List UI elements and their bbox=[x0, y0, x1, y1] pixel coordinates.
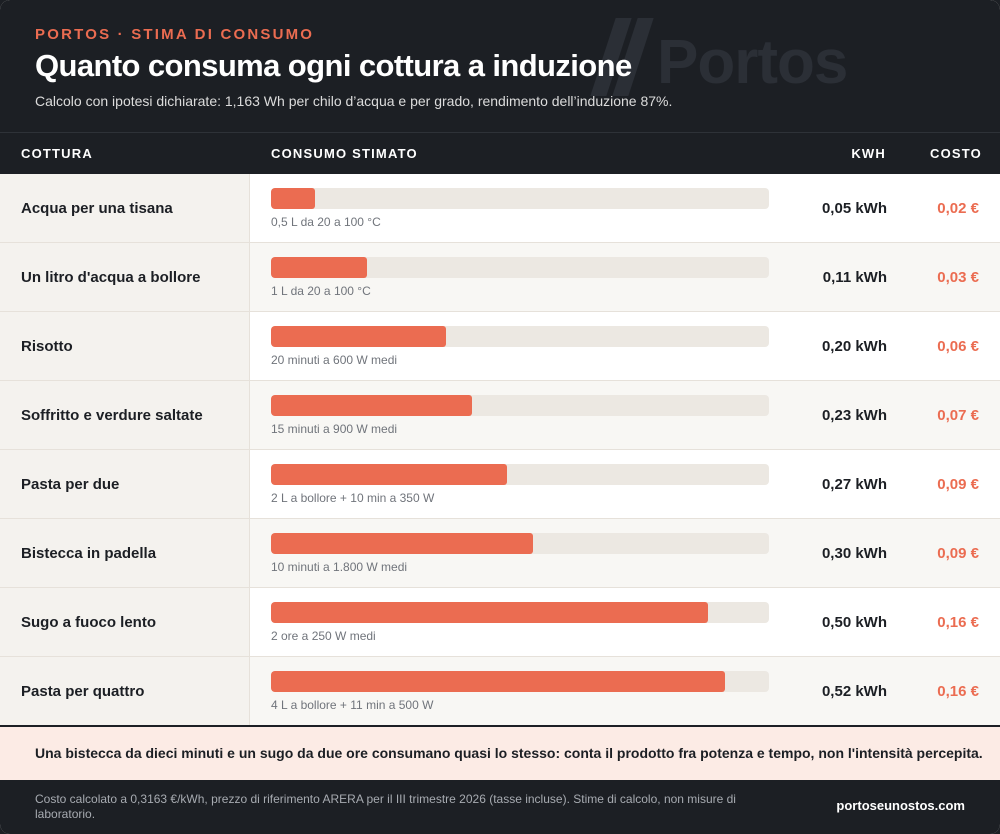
data-label-cost: 0,03 € bbox=[937, 269, 979, 286]
row-label: Soffritto e verdure saltate bbox=[21, 407, 203, 424]
row-label: Bistecca in padella bbox=[21, 545, 157, 562]
bar-track bbox=[271, 671, 769, 692]
footer: Costo calcolato a 0,3163 €/kWh, prezzo d… bbox=[0, 780, 1000, 834]
data-label-cost: 0,07 € bbox=[937, 407, 979, 424]
row-label-cell: Bistecca in padella bbox=[0, 519, 250, 587]
column-header-costo: COSTO bbox=[930, 146, 982, 161]
row-label: Pasta per quattro bbox=[21, 683, 145, 700]
table-row: Pasta per due 2 L a bollore + 10 min a 35… bbox=[0, 450, 1000, 519]
row-label-cell: Pasta per due bbox=[0, 450, 250, 518]
row-note: 2 L a bollore + 10 min a 350 W bbox=[271, 491, 435, 505]
row-label-cell: Acqua per una tisana bbox=[0, 174, 250, 242]
kicker: PORTOS · STIMA DI CONSUMO bbox=[35, 26, 315, 43]
row-label-cell: Un litro d'acqua a bollore bbox=[0, 243, 250, 311]
data-label-kwh: 0,52 kWh bbox=[821, 683, 887, 700]
data-label-cost: 0,16 € bbox=[937, 683, 979, 700]
bar-track bbox=[271, 257, 769, 278]
row-label: Un litro d'acqua a bollore bbox=[21, 269, 201, 286]
footer-site-link[interactable]: portoseunostos.com bbox=[836, 798, 965, 813]
portos-watermark-logo: Portos bbox=[590, 18, 885, 98]
column-header-consumo: CONSUMO STIMATO bbox=[271, 146, 418, 161]
table-row: Pasta per quattro 4 L a bollore + 11 min … bbox=[0, 657, 1000, 726]
bar-track bbox=[271, 464, 769, 485]
table-row: Risotto 20 minuti a 600 W medi 0,20 kWh 0,0… bbox=[0, 312, 1000, 381]
data-label-cost: 0,09 € bbox=[937, 545, 979, 562]
data-label-kwh: 0,27 kWh bbox=[821, 476, 887, 493]
row-label: Pasta per due bbox=[21, 476, 120, 493]
table-row: Un litro d'acqua a bollore 1 L da 20 a 10… bbox=[0, 243, 1000, 312]
row-note: 2 ore a 250 W medi bbox=[271, 629, 376, 643]
row-label-cell: Sugo a fuoco lento bbox=[0, 588, 250, 656]
row-note: 4 L a bollore + 11 min a 500 W bbox=[271, 698, 434, 712]
callout-text: Una bistecca da dieci minuti e un sugo d… bbox=[35, 745, 983, 761]
table-row: Soffritto e verdure saltate 15 minuti a 9… bbox=[0, 381, 1000, 450]
bar bbox=[271, 395, 472, 416]
row-label: Acqua per una tisana bbox=[21, 200, 173, 217]
row-note: 20 minuti a 600 W medi bbox=[271, 353, 398, 367]
data-table: Acqua per una tisana 0,5 L da 20 a 100 °C… bbox=[0, 174, 1000, 726]
row-note: 15 minuti a 900 W medi bbox=[271, 422, 398, 436]
data-label-cost: 0,16 € bbox=[937, 614, 979, 631]
bar bbox=[271, 257, 368, 278]
data-label-cost: 0,09 € bbox=[937, 476, 979, 493]
row-label-cell: Soffritto e verdure saltate bbox=[0, 381, 250, 449]
data-label-cost: 0,06 € bbox=[937, 338, 979, 355]
bar bbox=[271, 188, 315, 209]
page-title: Quanto consuma ogni cottura a induzione bbox=[35, 48, 632, 83]
data-label-kwh: 0,50 kWh bbox=[821, 614, 887, 631]
bar-track bbox=[271, 395, 769, 416]
data-label-cost: 0,02 € bbox=[937, 200, 979, 217]
header: Portos PORTOS · STIMA DI CONSUMO Quanto … bbox=[0, 0, 1000, 132]
data-label-kwh: 0,11 kWh bbox=[822, 269, 887, 286]
data-label-kwh: 0,05 kWh bbox=[821, 200, 887, 217]
row-label: Risotto bbox=[21, 338, 73, 355]
callout: Una bistecca da dieci minuti e un sugo d… bbox=[0, 725, 1000, 780]
column-header-cottura: COTTURA bbox=[21, 146, 93, 161]
bar bbox=[271, 533, 534, 554]
data-label-kwh: 0,20 kWh bbox=[821, 338, 887, 355]
bar-track bbox=[271, 533, 769, 554]
row-note: 10 minuti a 1.800 W medi bbox=[271, 560, 408, 574]
bar-track bbox=[271, 326, 769, 347]
column-header-kwh: KWH bbox=[851, 146, 886, 161]
row-label-cell: Pasta per quattro bbox=[0, 657, 250, 725]
footer-note: Costo calcolato a 0,3163 €/kWh, prezzo d… bbox=[35, 792, 736, 821]
bar bbox=[271, 671, 726, 692]
bar bbox=[271, 464, 507, 485]
watermark-text: Portos bbox=[657, 28, 848, 97]
bar-track bbox=[271, 188, 769, 209]
column-header-row: COTTURA CONSUMO STIMATO KWH COSTO bbox=[0, 132, 1000, 174]
data-label-kwh: 0,30 kWh bbox=[821, 545, 887, 562]
bar-track bbox=[271, 602, 769, 623]
table-row: Sugo a fuoco lento 2 ore a 250 W medi 0,50… bbox=[0, 588, 1000, 657]
bar bbox=[271, 326, 446, 347]
data-label-kwh: 0,23 kWh bbox=[821, 407, 887, 424]
row-note: 1 L da 20 a 100 °C bbox=[271, 284, 371, 298]
table-row: Bistecca in padella 10 minuti a 1.800 W m… bbox=[0, 519, 1000, 588]
row-label-cell: Risotto bbox=[0, 312, 250, 380]
bar bbox=[271, 602, 708, 623]
page-subtitle: Calcolo con ipotesi dichiarate: 1,163 Wh… bbox=[35, 93, 673, 109]
table-row: Acqua per una tisana 0,5 L da 20 a 100 °C… bbox=[0, 174, 1000, 243]
row-label: Sugo a fuoco lento bbox=[21, 614, 156, 631]
row-note: 0,5 L da 20 a 100 °C bbox=[271, 215, 381, 229]
